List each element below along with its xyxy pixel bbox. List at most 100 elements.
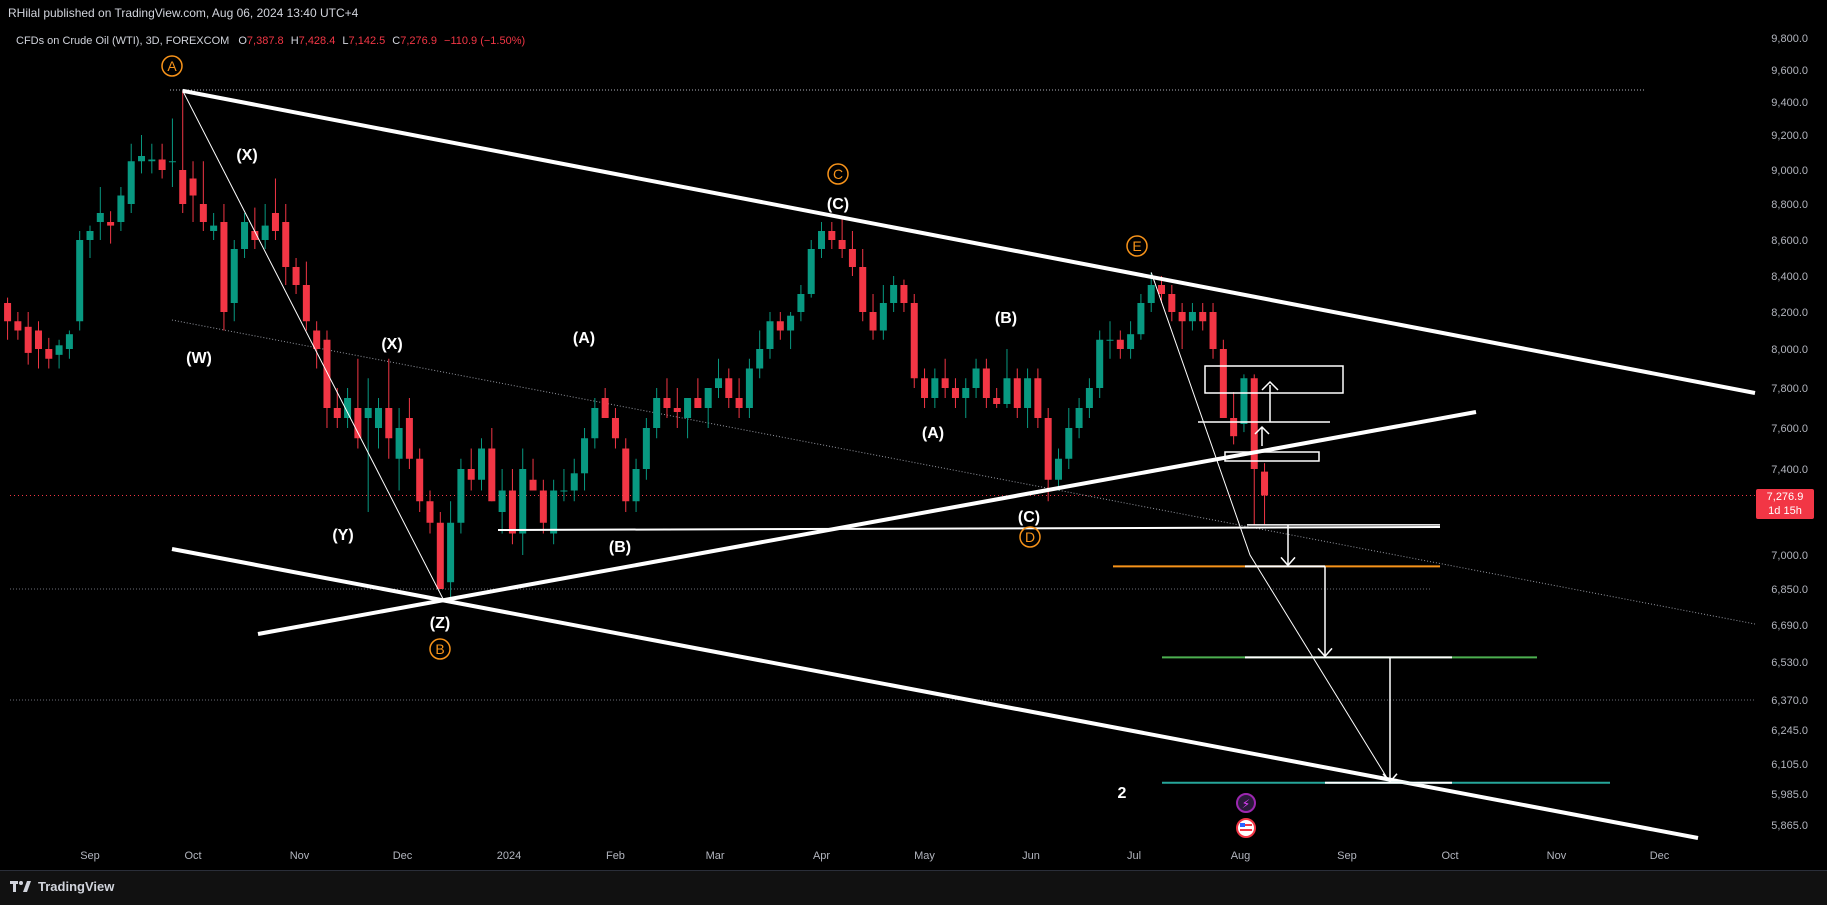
candle-body [179,170,187,204]
time-tick-label: Sep [80,850,100,862]
projection-box-lower [1224,451,1320,462]
candle-body [364,408,372,418]
candle-body [374,408,382,428]
time-tick-label: Oct [184,850,201,862]
up-arrow-head-2 [1254,425,1270,435]
candle-body [210,225,218,231]
price-tick-label: 6,245.0 [1771,725,1808,737]
candle-body [972,368,980,388]
time-tick-label: May [914,850,935,862]
candle-body [282,222,290,267]
candle-body [457,469,465,523]
candle-body [714,378,722,388]
candle-body [560,490,568,492]
candle-body [1168,294,1176,312]
wave-label-white-12: 2 [1118,785,1127,802]
wave-label-orange-5: E [1132,238,1141,254]
candles [4,90,1269,601]
us-flag-stripe-2 [1240,829,1252,831]
target-levels [1113,524,1610,784]
projection-box-upper [1204,365,1344,394]
candle-body [519,469,527,534]
ohlc-open-value: 7,387.8 [246,35,284,47]
price-tick-label: 8,800.0 [1771,199,1808,211]
candle-body [1137,303,1145,335]
candle-body [292,267,300,285]
candle-body [302,285,310,322]
candle-body [797,294,805,312]
candle-body [1158,285,1166,294]
candle-body [694,398,702,408]
candle-body [1147,285,1155,303]
wave-label-white-9: (A) [922,425,944,442]
candle-body [642,428,650,469]
candle-body [910,303,918,379]
lower-trendline [171,547,1699,840]
candle-body [787,315,795,331]
time-tick-label: Jul [1127,850,1141,862]
candle-body [673,408,681,412]
candle-body [879,303,887,331]
candle-body [117,195,125,222]
candle-body [529,479,537,491]
candle-body [1261,471,1269,496]
candle-body [148,159,156,162]
candle-body [993,398,1001,404]
candle-body [848,249,856,267]
candle-body [24,326,32,353]
neckline [497,526,1441,531]
time-tick-label: Apr [813,850,830,862]
drawings [171,88,1756,840]
price-tick-label: 7,400.0 [1771,464,1808,476]
wave-label-white-4: (Y) [332,527,353,544]
wave-label-orange-ring-4 [1019,526,1041,548]
time-tick-label: Aug [1231,850,1251,862]
ohlc-change: −110.9 (−1.50%) [444,35,526,47]
candle-body [756,349,764,369]
price-axis: 9,800.0 9,600.0 9,400.0 9,200.0 9,000.0 8,800… [1771,33,1808,832]
wave-label-orange-2: B [435,641,444,657]
wave-label-orange-ring-3 [827,163,849,185]
candle-body [1085,388,1093,408]
candle-body [478,448,486,480]
candle-body [684,398,692,418]
median-channel-line [171,319,1756,625]
wave-label-white-5: (Z) [430,615,450,632]
tradingview-logo[interactable]: TradingView [10,879,114,894]
price-tick-label: 9,000.0 [1771,165,1808,177]
us-flag-stripe-1 [1240,824,1252,826]
reference-lines [10,89,1756,701]
candle-body [34,330,42,349]
candle-body [251,231,259,240]
price-chart[interactable]: (X)(W)(X)(Y)(Z)(A)(B)(C)(A)(B)(C)2ABCDE … [0,0,1827,870]
price-tick-label: 5,865.0 [1771,820,1808,832]
candle-body [869,312,877,331]
time-tick-label: Feb [606,850,625,862]
candle-body [385,408,393,439]
measured-move-arrowhead-3 [1382,773,1398,783]
candle-body [859,267,867,312]
price-tick-label: 9,200.0 [1771,130,1808,142]
symbol-name[interactable]: CFDs on Crude Oil (WTI), 3D, FOREXCOM [16,35,230,47]
candle-body [1188,312,1196,322]
candle-body [1127,334,1135,349]
candle-body [921,378,929,398]
time-tick-label: Nov [290,850,310,862]
candle-body [230,249,238,303]
bar-countdown: 1d 15h [1768,505,1802,517]
candle-body [1024,378,1032,408]
candle-body [508,490,516,534]
candle-body [1003,378,1011,404]
wave-label-white-1: (X) [236,147,257,164]
price-tick-label: 7,000.0 [1771,550,1808,562]
time-tick-label: Dec [1650,850,1670,862]
price-tick-label: 9,800.0 [1771,33,1808,45]
candle-body [653,398,661,428]
candle-body [807,249,815,294]
earnings-event-icon [1236,793,1256,813]
price-tick-label: 7,800.0 [1771,383,1808,395]
candle-body [1044,418,1052,480]
price-tick-label: 8,400.0 [1771,271,1808,283]
up-arrow-head [1261,380,1279,391]
wave-label-white-8: (C) [827,196,849,213]
